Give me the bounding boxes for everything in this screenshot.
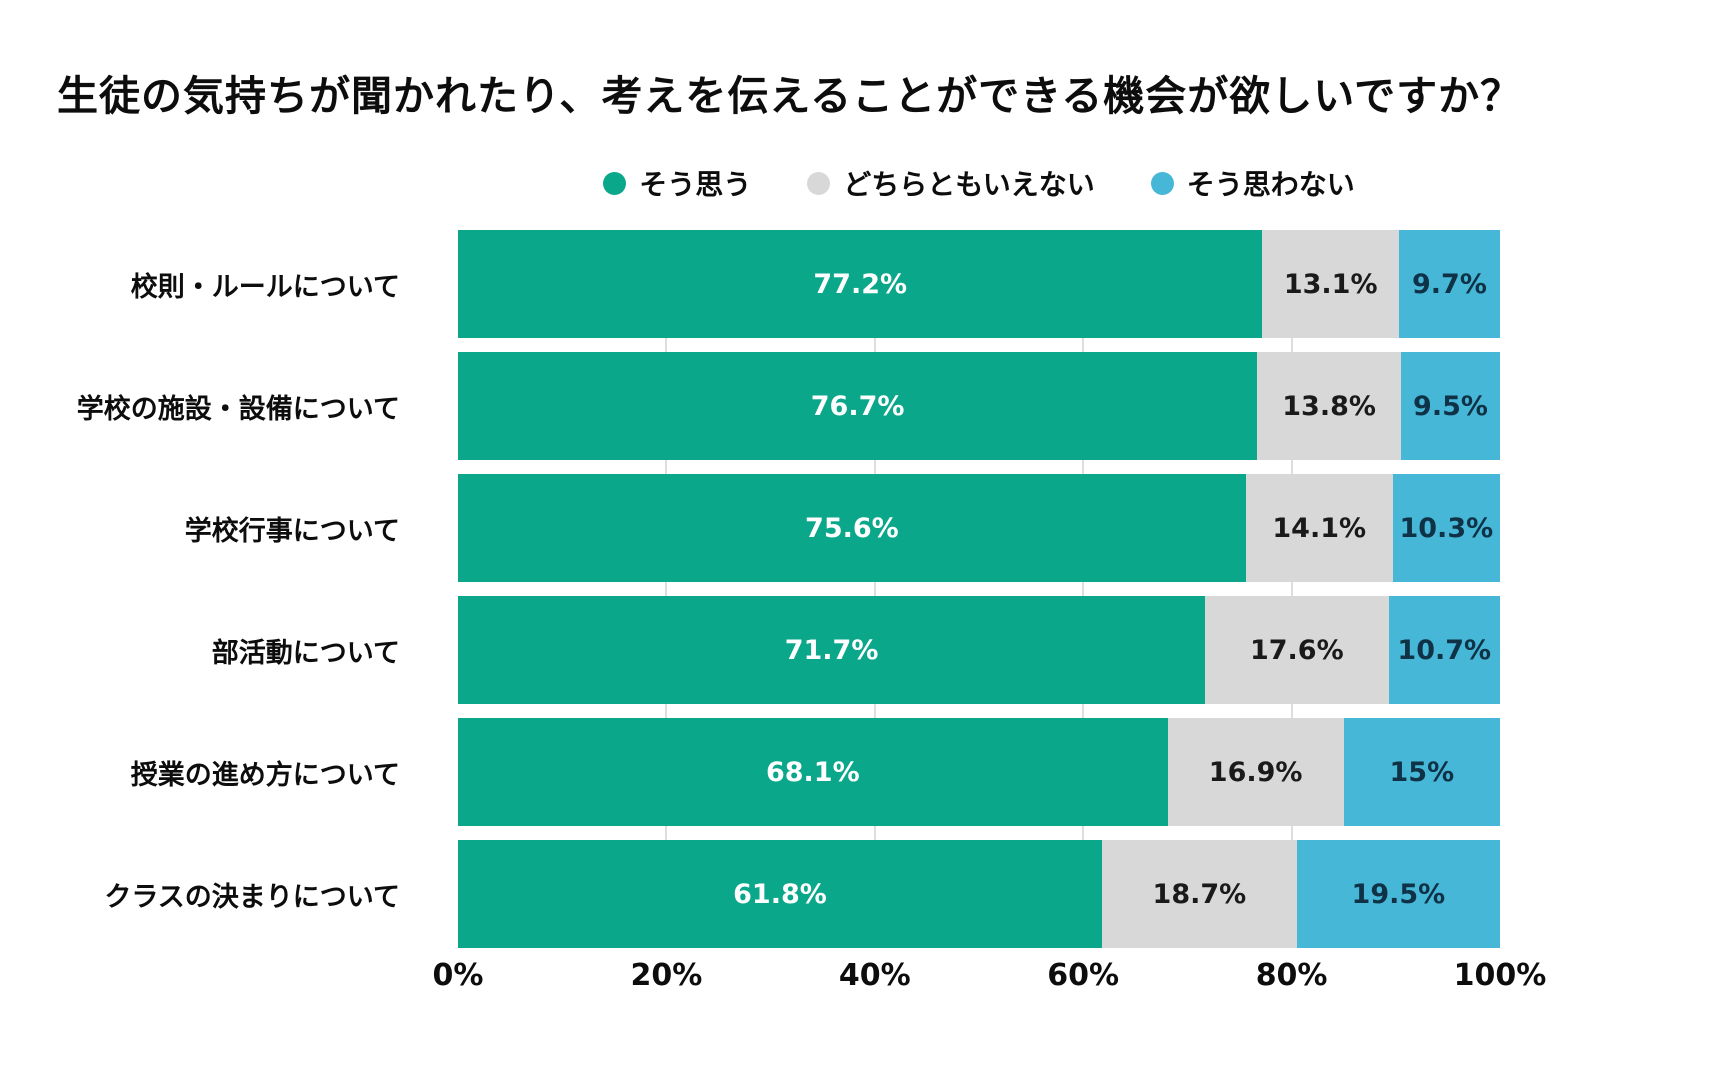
bar-segment: 14.1% [1245, 474, 1393, 582]
category-label: 授業の進め方について [130, 759, 400, 791]
legend-swatch-disagree-icon [1150, 171, 1174, 195]
chart-row: 学校行事について 75.6% 14.1% 10.3% [0, 474, 1713, 582]
legend-label-neutral: どちらともいえない [843, 168, 1095, 201]
x-axis-tick: 0% [432, 958, 484, 993]
value-label: 16.9% [1208, 756, 1303, 788]
value-label: 68.1% [765, 756, 860, 788]
category-label: 学校の施設・設備について [76, 393, 400, 425]
x-axis-tick: 20% [630, 958, 703, 993]
legend-label-agree: そう思う [639, 168, 752, 201]
value-label: 13.8% [1282, 390, 1376, 422]
bar-segment: 76.7% [458, 352, 1258, 460]
stacked-bar: 77.2% 13.1% 9.7% [458, 230, 1500, 338]
chart-row: 部活動について 71.7% 17.6% 10.7% [0, 596, 1713, 704]
value-label: 77.2% [813, 268, 908, 300]
legend-swatch-agree-icon [603, 171, 627, 195]
value-label: 19.5% [1351, 878, 1446, 910]
legend-item-agree: そう思う [603, 163, 751, 203]
bar-segment: 13.8% [1257, 352, 1401, 460]
bar-segment: 61.8% [458, 840, 1102, 948]
value-label: 10.7% [1397, 634, 1492, 666]
stacked-bar: 76.7% 13.8% 9.5% [458, 352, 1500, 460]
chart-title: 生徒の気持ちが聞かれたり、考えを伝えることができる機会が欲しいですか？ [57, 72, 1523, 120]
bar-segment: 15% [1343, 718, 1500, 826]
chart-row: 授業の進め方について 68.1% 16.9% 15% [0, 718, 1713, 826]
gridlines [458, 230, 1500, 948]
bar-segment: 19.5% [1296, 840, 1500, 948]
legend-item-neutral: どちらともいえない [807, 163, 1095, 203]
legend-swatch-neutral-icon [807, 171, 831, 195]
chart-row: 校則・ルールについて 77.2% 13.1% 9.7% [0, 230, 1713, 338]
value-label: 76.7% [810, 390, 905, 422]
stacked-bar: 68.1% 16.9% 15% [458, 718, 1500, 826]
bar-segment: 10.7% [1388, 596, 1500, 704]
chart-row: 学校の施設・設備について 76.7% 13.8% 9.5% [0, 352, 1713, 460]
bar-rows: 校則・ルールについて 77.2% 13.1% 9.7% 学校の施設・設備について 76.7… [0, 230, 1713, 948]
value-label: 9.5% [1413, 390, 1488, 422]
bar-segment: 77.2% [458, 230, 1263, 338]
category-label: クラスの決まりについて [104, 881, 400, 913]
x-axis-tick: 80% [1255, 958, 1328, 993]
stacked-bar-chart: 校則・ルールについて 77.2% 13.1% 9.7% 学校の施設・設備について 76.7… [0, 230, 1713, 962]
bar-segment: 17.6% [1205, 596, 1389, 704]
legend-label-disagree: そう思わない [1186, 168, 1355, 201]
bar-segment: 71.7% [458, 596, 1206, 704]
bar-segment: 18.7% [1101, 840, 1297, 948]
bar-segment: 9.7% [1398, 230, 1500, 338]
value-label: 13.1% [1283, 268, 1378, 300]
value-label: 15% [1389, 756, 1455, 788]
bar-segment: 13.1% [1262, 230, 1399, 338]
bar-segment: 10.3% [1392, 474, 1500, 582]
bar-segment: 9.5% [1400, 352, 1500, 460]
value-label: 61.8% [733, 878, 827, 910]
value-label: 71.7% [784, 634, 879, 666]
value-label: 14.1% [1272, 512, 1367, 544]
category-label: 校則・ルールについて [130, 271, 400, 303]
gridline [873, 230, 876, 948]
value-label: 9.7% [1412, 268, 1487, 300]
value-label: 75.6% [805, 512, 899, 544]
value-label: 18.7% [1152, 878, 1247, 910]
bar-segment: 68.1% [458, 718, 1168, 826]
value-label: 10.3% [1399, 512, 1494, 544]
legend: そう思う どちらともいえない そう思わない [458, 163, 1500, 203]
stacked-bar: 71.7% 17.6% 10.7% [458, 596, 1500, 704]
legend-item-disagree: そう思わない [1150, 163, 1355, 203]
bar-segment: 75.6% [458, 474, 1246, 582]
chart-row: クラスの決まりについて 61.8% 18.7% 19.5% [0, 840, 1713, 948]
stacked-bar: 61.8% 18.7% 19.5% [458, 840, 1500, 948]
gridline [665, 230, 668, 948]
x-axis-tick: 60% [1047, 958, 1120, 993]
value-label: 17.6% [1249, 634, 1344, 666]
x-axis-tick: 40% [838, 958, 911, 993]
category-label: 学校行事について [184, 515, 400, 547]
category-label: 部活動について [211, 637, 400, 669]
stacked-bar: 75.6% 14.1% 10.3% [458, 474, 1500, 582]
x-axis: 0% 20% 40% 60% 80% 100% [0, 948, 1713, 998]
bar-segment: 16.9% [1167, 718, 1344, 826]
gridline [1290, 230, 1293, 948]
x-axis-tick: 100% [1453, 958, 1547, 993]
gridline [1082, 230, 1085, 948]
